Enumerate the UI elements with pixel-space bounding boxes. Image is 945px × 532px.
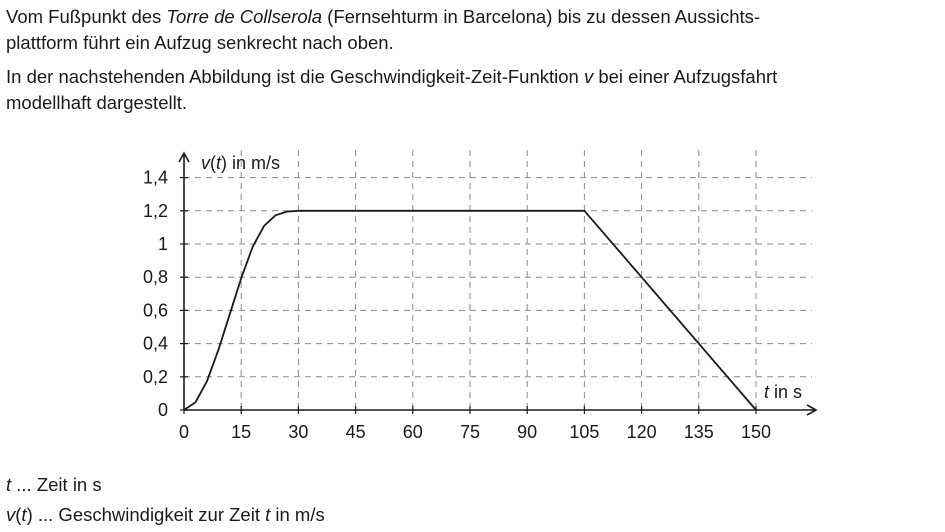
y-tick-label: 0,4 [143, 334, 168, 354]
intro-paragraph-2: In der nachstehenden Abbildung ist die G… [6, 64, 777, 116]
intro-text: (Fernsehturm in Barcelona) bis zu dessen… [322, 6, 761, 27]
legend-v-symbol: v [6, 504, 16, 525]
x-tick-label: 150 [741, 422, 771, 442]
x-tick-label: 60 [403, 422, 423, 442]
velocity-curve [183, 209, 757, 411]
intro-line-3: In der nachstehenden Abbildung ist die G… [6, 64, 777, 90]
intro-text: In der nachstehenden Abbildung ist die G… [6, 66, 584, 87]
y-tick-label: 0,8 [143, 267, 168, 287]
intro-line-1: Vom Fußpunkt des Torre de Collserola (Fe… [6, 4, 760, 30]
x-tick-label: 30 [288, 422, 308, 442]
x-tick-label: 75 [460, 422, 480, 442]
x-tick-label: 135 [684, 422, 714, 442]
legend-paren: ( [15, 504, 22, 525]
velocity-time-chart: 0 15 30 45 60 75 90 105 120 135 150 0 0,2 0,4 0,6 0,8 1 1… [143, 150, 818, 442]
y-axis-label: v(t) in m/s [201, 153, 280, 173]
legend-v: v(t) ... Geschwindigkeit zur Zeit t in m… [6, 502, 325, 528]
legend-v-text: in m/s [270, 504, 325, 525]
intro-line-4: modellhaft dargestellt. [6, 92, 187, 113]
x-tick-label: 0 [179, 422, 189, 442]
x-tick-label: 120 [627, 422, 657, 442]
legend-t: t ... Zeit in s [6, 472, 102, 498]
tower-name: Torre de Collserola [166, 6, 323, 27]
legend-t-text: ... Zeit in s [11, 474, 102, 495]
x-tick-label: 105 [569, 422, 599, 442]
function-symbol: v [583, 66, 594, 87]
y-tick-label: 1 [158, 234, 168, 254]
y-tick-label: 0,6 [143, 300, 168, 320]
legend-v-t: t [265, 504, 271, 525]
legend-t-symbol: t [6, 474, 12, 495]
x-axis-label: t in s [764, 382, 802, 402]
y-tick-label: 1,4 [143, 168, 168, 188]
legend-v-text: ... Geschwindigkeit zur Zeit [32, 504, 266, 525]
x-axis-arrow [806, 404, 818, 416]
intro-text: bei einer Aufzugsfahrt [593, 66, 778, 87]
chart-grid [184, 150, 812, 410]
intro-line-2: plattform führt ein Aufzug senkrecht nac… [6, 32, 394, 53]
intro-paragraph-1: Vom Fußpunkt des Torre de Collserola (Fe… [6, 4, 760, 56]
x-tick-label: 15 [231, 422, 251, 442]
x-tick-label: 90 [517, 422, 537, 442]
legend-paren: ) [26, 504, 33, 525]
y-tick-label: 0,2 [143, 367, 168, 387]
y-axis-arrow [178, 151, 190, 163]
x-tick-label: 45 [346, 422, 366, 442]
intro-text: Vom Fußpunkt des [6, 6, 167, 27]
y-tick-label: 0 [158, 400, 168, 420]
chart-axes [178, 151, 818, 416]
chart-series [183, 209, 757, 411]
legend-v-arg: t [21, 504, 27, 525]
chart-ticks: 0 15 30 45 60 75 90 105 120 135 150 0 0,2 0,4 0,6 0,8 1 1… [143, 168, 771, 442]
y-tick-label: 1,2 [143, 201, 168, 221]
